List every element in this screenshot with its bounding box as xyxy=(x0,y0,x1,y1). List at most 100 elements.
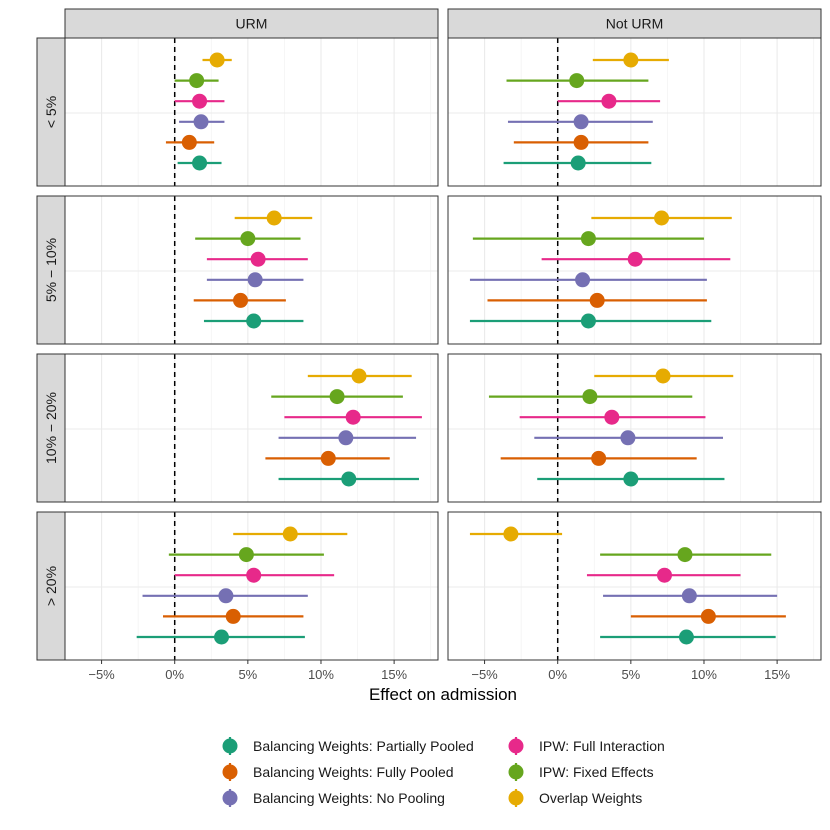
row-strip-label-3: 10% − 20% xyxy=(43,392,59,464)
estimate-point-balancing-weights-partially-pooled xyxy=(580,313,596,329)
panel-urm-row-2 xyxy=(64,195,439,345)
estimate-point-ipw-fixed-effects xyxy=(569,73,585,89)
estimate-point-balancing-weights-partially-pooled xyxy=(570,155,586,171)
panel-border xyxy=(64,353,439,503)
estimate-point-overlap-weights xyxy=(351,368,367,384)
panel-border xyxy=(447,353,822,503)
panel-urm-row-1 xyxy=(64,37,439,187)
estimate-point-overlap-weights xyxy=(282,526,298,542)
panel-border xyxy=(64,37,439,187)
panel-border xyxy=(447,511,822,661)
estimate-point-balancing-weights-partially-pooled xyxy=(246,313,262,329)
row-strip-3 xyxy=(36,353,66,503)
estimate-point-ipw-fixed-effects xyxy=(240,231,256,247)
estimate-point-balancing-weights-fully-pooled xyxy=(320,450,336,466)
column-strip-label-not-urm: Not URM xyxy=(606,16,664,32)
row-strip-label-1: < 5% xyxy=(43,96,59,128)
x-tick-label: 15% xyxy=(381,667,407,682)
estimate-point-ipw-full-interaction xyxy=(604,409,620,425)
estimate-point-balancing-weights-partially-pooled xyxy=(678,629,694,645)
estimate-point-ipw-fixed-effects xyxy=(189,73,205,89)
x-tick-label: −5% xyxy=(88,667,115,682)
x-tick-label: 10% xyxy=(691,667,717,682)
legend-item-balancing-weights-partially-pooled: Balancing Weights: Partially Pooled xyxy=(222,737,474,755)
estimate-point-balancing-weights-partially-pooled xyxy=(623,471,639,487)
legend-label: Balancing Weights: Partially Pooled xyxy=(253,738,474,754)
x-tick-label: 0% xyxy=(548,667,567,682)
row-strip-4 xyxy=(36,511,66,661)
estimate-point-ipw-full-interaction xyxy=(250,251,266,267)
estimate-point-ipw-fixed-effects xyxy=(677,547,693,563)
legend-item-balancing-weights-fully-pooled: Balancing Weights: Fully Pooled xyxy=(222,763,454,781)
panel-border xyxy=(64,511,439,661)
estimate-point-ipw-fixed-effects xyxy=(238,547,254,563)
legend-key-point xyxy=(508,790,524,806)
panel-background xyxy=(65,354,438,502)
estimate-point-balancing-weights-partially-pooled xyxy=(214,629,230,645)
legend-label: Balancing Weights: Fully Pooled xyxy=(253,764,454,780)
legend-label: Overlap Weights xyxy=(539,790,642,806)
estimate-point-ipw-full-interaction xyxy=(601,93,617,109)
estimate-point-balancing-weights-fully-pooled xyxy=(233,292,249,308)
panel-background xyxy=(448,196,821,344)
estimate-point-overlap-weights xyxy=(623,52,639,68)
estimate-point-balancing-weights-no-pooling xyxy=(575,272,591,288)
column-strip-label-urm: URM xyxy=(236,16,268,32)
panel-border xyxy=(447,195,822,345)
estimate-point-balancing-weights-partially-pooled xyxy=(341,471,357,487)
panel-border xyxy=(64,195,439,345)
panel-not-urm-row-3 xyxy=(447,353,822,503)
legend-key-point xyxy=(222,764,238,780)
legend-item-ipw-fixed-effects: IPW: Fixed Effects xyxy=(508,763,654,781)
x-tick-label: 10% xyxy=(308,667,334,682)
panel-urm-row-3 xyxy=(64,353,439,503)
estimate-point-ipw-fixed-effects xyxy=(582,389,598,405)
estimate-point-balancing-weights-partially-pooled xyxy=(192,155,208,171)
estimate-point-balancing-weights-fully-pooled xyxy=(700,608,716,624)
estimate-point-balancing-weights-no-pooling xyxy=(620,430,636,446)
estimate-point-ipw-full-interaction xyxy=(627,251,643,267)
panel-not-urm-row-4 xyxy=(447,511,822,661)
estimate-point-ipw-fixed-effects xyxy=(580,231,596,247)
estimate-point-ipw-full-interaction xyxy=(345,409,361,425)
row-strip-label-2: 5% − 10% xyxy=(43,238,59,302)
estimate-point-overlap-weights xyxy=(654,210,670,226)
legend-item-balancing-weights-no-pooling: Balancing Weights: No Pooling xyxy=(222,789,445,807)
estimate-point-ipw-full-interaction xyxy=(192,93,208,109)
x-tick-label: 5% xyxy=(621,667,640,682)
row-strip-label-4: > 20% xyxy=(43,566,59,606)
x-tick-label: 15% xyxy=(764,667,790,682)
x-axis-title: Effect on admission xyxy=(369,685,517,704)
legend-label: Balancing Weights: No Pooling xyxy=(253,790,445,806)
panel-urm-row-4 xyxy=(64,511,439,661)
estimate-point-balancing-weights-no-pooling xyxy=(338,430,354,446)
estimate-point-balancing-weights-no-pooling xyxy=(193,114,209,130)
row-strip-1 xyxy=(36,37,66,187)
panel-background xyxy=(65,38,438,186)
legend-key-point xyxy=(222,738,238,754)
panel-background xyxy=(65,512,438,660)
estimate-point-ipw-fixed-effects xyxy=(329,389,345,405)
x-tick-label: 0% xyxy=(165,667,184,682)
legend-key-point xyxy=(508,764,524,780)
x-tick-label: 5% xyxy=(238,667,257,682)
legend-key-point xyxy=(222,790,238,806)
estimate-point-overlap-weights xyxy=(209,52,225,68)
legend-label: IPW: Full Interaction xyxy=(539,738,665,754)
panel-not-urm-row-2 xyxy=(447,195,822,345)
estimate-point-balancing-weights-fully-pooled xyxy=(591,450,607,466)
legend-label: IPW: Fixed Effects xyxy=(539,764,654,780)
panel-border xyxy=(447,37,822,187)
estimate-point-overlap-weights xyxy=(266,210,282,226)
estimate-point-balancing-weights-fully-pooled xyxy=(181,134,197,150)
estimate-point-balancing-weights-fully-pooled xyxy=(573,134,589,150)
estimate-point-balancing-weights-fully-pooled xyxy=(225,608,241,624)
legend-key-point xyxy=(508,738,524,754)
estimate-point-balancing-weights-no-pooling xyxy=(247,272,263,288)
x-tick-label: −5% xyxy=(471,667,498,682)
estimate-point-balancing-weights-no-pooling xyxy=(573,114,589,130)
estimate-point-ipw-full-interaction xyxy=(246,567,262,583)
panel-not-urm-row-1 xyxy=(447,37,822,187)
estimate-point-overlap-weights xyxy=(503,526,519,542)
